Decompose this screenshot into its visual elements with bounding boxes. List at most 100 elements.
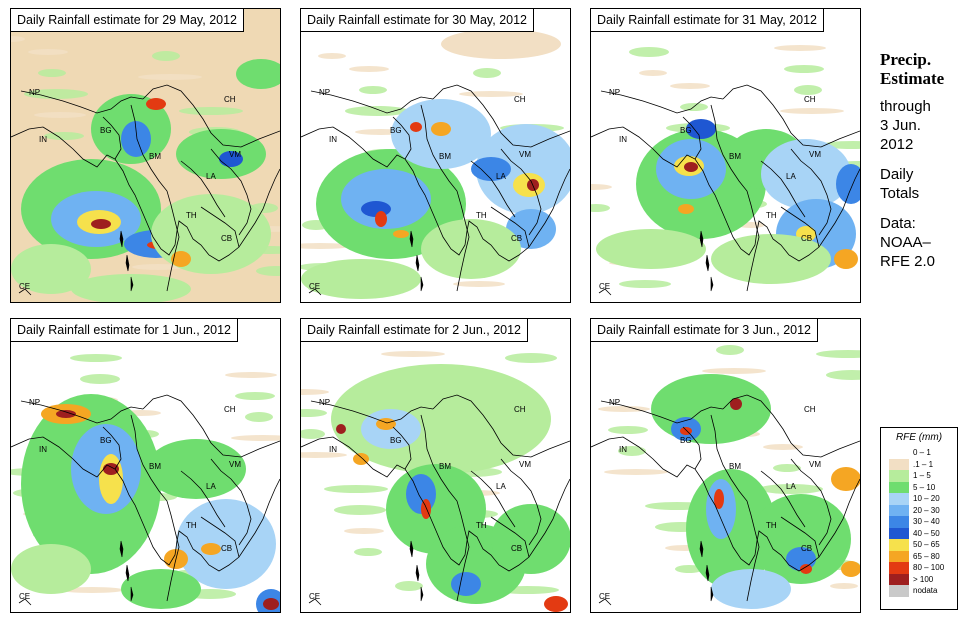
country-label-th: TH xyxy=(476,211,487,220)
country-border xyxy=(102,116,122,160)
light-rain-streak xyxy=(138,74,202,80)
legend-item: 10 – 20 xyxy=(889,493,953,505)
light-rain-streak xyxy=(225,372,277,378)
country-label-ch: CH xyxy=(224,405,236,414)
caption-title-line1: Precip. xyxy=(880,50,932,69)
country-border xyxy=(18,288,32,296)
country-label-vm: VM xyxy=(809,150,821,159)
island xyxy=(420,276,424,292)
country-label-bg: BG xyxy=(390,126,402,135)
legend-swatch xyxy=(889,458,909,470)
country-label-la: LA xyxy=(786,172,796,181)
light-rain-streak xyxy=(608,426,648,434)
light-rain-streak xyxy=(816,350,860,358)
light-rain-streak xyxy=(301,389,329,395)
country-border xyxy=(710,104,760,292)
country-label-np: NP xyxy=(609,88,620,97)
country-border xyxy=(130,104,180,292)
country-border xyxy=(780,516,820,558)
legend-swatch xyxy=(889,481,909,493)
rainfall-cell xyxy=(441,29,561,59)
panel-title: Daily Rainfall estimate for 2 Jun., 2012 xyxy=(301,319,528,342)
country-border xyxy=(102,426,122,470)
country-border xyxy=(420,414,470,602)
country-label-vm: VM xyxy=(229,460,241,469)
legend-item: nodata xyxy=(889,585,953,597)
light-rain-streak xyxy=(70,354,122,362)
rainfall-cell xyxy=(201,543,221,555)
rainfall-map-panel: NP CH IN BG BM VM LA TH CB CE Daily Rainfall esti… xyxy=(590,318,861,613)
rainfall-cell xyxy=(471,157,511,181)
panel-title: Daily Rainfall estimate for 30 May, 2012 xyxy=(301,9,535,32)
legend-item: 20 – 30 xyxy=(889,504,953,516)
panel-title: Daily Rainfall estimate for 31 May, 2012 xyxy=(591,9,825,32)
country-border xyxy=(490,206,530,248)
legend-label: 50 – 65 xyxy=(913,540,940,550)
country-label-cb: CB xyxy=(221,544,232,553)
light-rain-streak xyxy=(345,106,409,116)
rainfall-map-panel: NP CH IN BG BM VM LA TH CB CE Daily Rainfall esti… xyxy=(10,318,281,613)
light-rain-streak xyxy=(784,65,824,73)
country-label-la: LA xyxy=(786,482,796,491)
country-label-ce: CE xyxy=(19,592,30,601)
rainfall-cell xyxy=(410,122,422,132)
light-rain-streak xyxy=(344,528,384,534)
panel-title: Daily Rainfall estimate for 3 Jun., 2012 xyxy=(591,319,818,342)
country-border xyxy=(682,426,702,470)
country-border xyxy=(760,470,806,528)
country-border xyxy=(598,288,612,296)
country-label-in: IN xyxy=(39,135,47,144)
island xyxy=(409,540,414,558)
country-label-la: LA xyxy=(496,482,506,491)
rainfall-cell xyxy=(686,119,716,139)
legend-label: 5 – 10 xyxy=(913,482,936,492)
legend-label: 10 – 20 xyxy=(913,494,940,504)
light-rain-streak xyxy=(830,583,858,589)
country-border xyxy=(790,458,832,546)
legend-swatch xyxy=(889,516,909,528)
country-border xyxy=(200,516,240,558)
country-label-th: TH xyxy=(186,521,197,530)
light-rain-streak xyxy=(618,446,646,456)
country-label-cb: CB xyxy=(221,234,232,243)
country-border xyxy=(210,458,252,546)
rainfall-cell xyxy=(219,151,243,167)
country-border xyxy=(600,90,724,114)
rainfall-cell xyxy=(491,504,570,574)
light-rain-streak xyxy=(354,548,382,556)
legend-title: RFE (mm) xyxy=(895,432,943,443)
caption-title-line2: Estimate xyxy=(880,69,945,88)
rainfall-cell xyxy=(711,234,831,284)
coastline xyxy=(11,126,280,262)
country-border xyxy=(780,206,820,248)
coastline xyxy=(11,436,280,572)
rainfall-cell xyxy=(11,544,91,594)
country-label-bm: BM xyxy=(149,462,161,471)
island xyxy=(710,586,714,602)
rainfall-cell xyxy=(836,164,860,204)
country-border xyxy=(790,148,832,236)
light-rain-streak xyxy=(256,266,280,276)
country-label-np: NP xyxy=(319,88,330,97)
country-border xyxy=(722,84,860,148)
legend-swatch xyxy=(889,573,909,585)
country-border xyxy=(760,160,806,218)
country-label-in: IN xyxy=(619,445,627,454)
caption-daily: Daily xyxy=(880,166,914,183)
light-rain-streak xyxy=(245,412,273,422)
country-border xyxy=(20,400,144,424)
country-border xyxy=(310,90,434,114)
legend-item: 1 – 5 xyxy=(889,470,953,482)
light-rain-streak xyxy=(670,83,710,89)
light-rain-streak xyxy=(639,70,667,76)
light-rain-streak xyxy=(774,45,826,51)
country-border xyxy=(470,470,516,528)
island xyxy=(415,254,420,272)
rainfall-cell xyxy=(544,596,568,612)
light-rain-streak xyxy=(780,108,844,114)
island xyxy=(699,230,704,248)
light-rain-streak xyxy=(826,370,860,380)
country-border xyxy=(308,598,322,606)
legend-item: 5 – 10 xyxy=(889,481,953,493)
light-rain-streak xyxy=(38,69,66,77)
